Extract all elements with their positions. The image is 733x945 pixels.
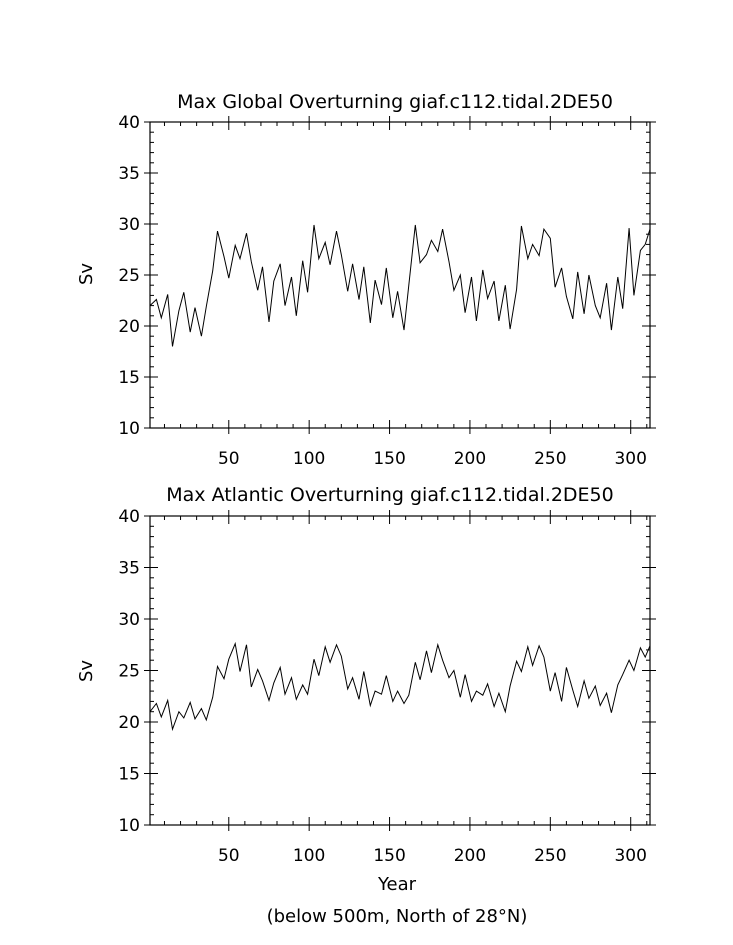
atlantic-chart-title: Max Atlantic Overturning giaf.c112.tidal… bbox=[166, 484, 613, 506]
global-y-tick-label: 30 bbox=[118, 215, 140, 235]
atlantic-y-tick-label: 10 bbox=[118, 816, 140, 836]
atlantic-x-tick-label: 100 bbox=[293, 846, 325, 866]
global-y-tick-label: 40 bbox=[118, 113, 140, 133]
global-overturning-series-line bbox=[149, 224, 651, 347]
atlantic-y-tick-label: 25 bbox=[118, 662, 140, 682]
atlantic-chart-xlabel: Year bbox=[377, 874, 417, 895]
global-y-tick-label: 10 bbox=[118, 419, 140, 439]
atlantic-y-tick-label: 30 bbox=[118, 610, 140, 630]
global-x-tick-label: 200 bbox=[454, 449, 486, 469]
global-x-tick-label: 300 bbox=[614, 449, 646, 469]
global-x-tick-label: 100 bbox=[293, 449, 325, 469]
atlantic-chart-ylabel: Sv bbox=[76, 660, 97, 682]
atlantic-overturning-series-line bbox=[149, 641, 651, 732]
atlantic-chart-ticks bbox=[144, 510, 656, 831]
global-y-tick-label: 20 bbox=[118, 317, 140, 337]
atlantic-y-tick-label: 20 bbox=[118, 713, 140, 733]
global-x-tick-label: 250 bbox=[534, 449, 566, 469]
global-y-tick-label: 35 bbox=[118, 164, 140, 184]
global-overturning-chart: Max Global Overturning giaf.c112.tidal.2… bbox=[76, 91, 656, 469]
global-y-tick-label: 15 bbox=[118, 368, 140, 388]
atlantic-chart-tick-labels: 10 15 20 25 30 35 40 50 100 150 200 250 300 bbox=[118, 507, 647, 866]
atlantic-x-tick-label: 150 bbox=[373, 846, 405, 866]
atlantic-x-tick-label: 200 bbox=[454, 846, 486, 866]
atlantic-y-tick-label: 35 bbox=[118, 559, 140, 579]
atlantic-x-tick-label: 250 bbox=[534, 846, 566, 866]
atlantic-y-tick-label: 15 bbox=[118, 765, 140, 785]
global-y-tick-label: 25 bbox=[118, 266, 140, 286]
atlantic-x-tick-label: 300 bbox=[614, 846, 646, 866]
atlantic-chart-frame bbox=[149, 515, 651, 826]
global-chart-ticks bbox=[144, 116, 656, 434]
global-x-tick-label: 150 bbox=[373, 449, 405, 469]
global-chart-frame bbox=[149, 121, 651, 429]
atlantic-y-tick-label: 40 bbox=[118, 507, 140, 527]
atlantic-x-tick-label: 50 bbox=[218, 846, 240, 866]
global-chart-title: Max Global Overturning giaf.c112.tidal.2… bbox=[177, 91, 613, 113]
global-chart-tick-labels: 10 15 20 25 30 35 40 50 100 150 200 250 300 bbox=[118, 113, 647, 469]
atlantic-overturning-chart: Max Atlantic Overturning giaf.c112.tidal… bbox=[76, 484, 656, 895]
global-chart-ylabel: Sv bbox=[76, 263, 97, 285]
global-x-tick-label: 50 bbox=[218, 449, 240, 469]
footer-note: (below 500m, North of 28°N) bbox=[267, 906, 528, 927]
